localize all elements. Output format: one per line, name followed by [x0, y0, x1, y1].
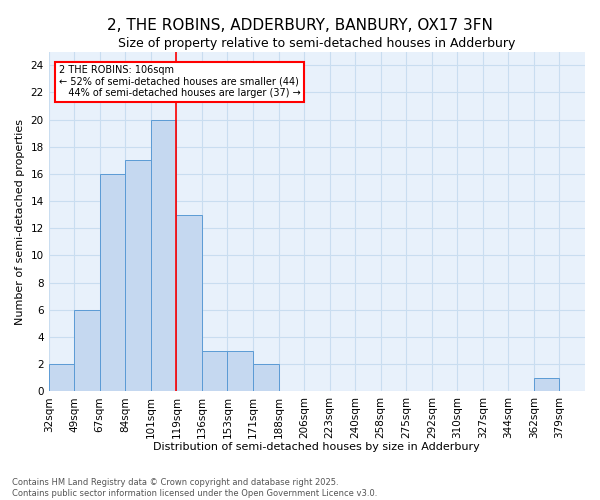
Bar: [49, 364, 74, 392]
Text: 2 THE ROBINS: 106sqm
← 52% of semi-detached houses are smaller (44)
   44% of se: 2 THE ROBINS: 106sqm ← 52% of semi-detac…: [59, 66, 301, 98]
Text: 2, THE ROBINS, ADDERBURY, BANBURY, OX17 3FN: 2, THE ROBINS, ADDERBURY, BANBURY, OX17 …: [107, 18, 493, 32]
Bar: [100, 174, 125, 392]
Bar: [227, 350, 253, 392]
Bar: [202, 350, 227, 392]
Bar: [534, 378, 559, 392]
Y-axis label: Number of semi-detached properties: Number of semi-detached properties: [15, 118, 25, 324]
X-axis label: Distribution of semi-detached houses by size in Adderbury: Distribution of semi-detached houses by …: [154, 442, 480, 452]
Bar: [74, 310, 100, 392]
Text: Contains HM Land Registry data © Crown copyright and database right 2025.
Contai: Contains HM Land Registry data © Crown c…: [12, 478, 377, 498]
Bar: [151, 120, 176, 392]
Title: Size of property relative to semi-detached houses in Adderbury: Size of property relative to semi-detach…: [118, 38, 515, 51]
Bar: [253, 364, 278, 392]
Bar: [176, 214, 202, 392]
Bar: [125, 160, 151, 392]
